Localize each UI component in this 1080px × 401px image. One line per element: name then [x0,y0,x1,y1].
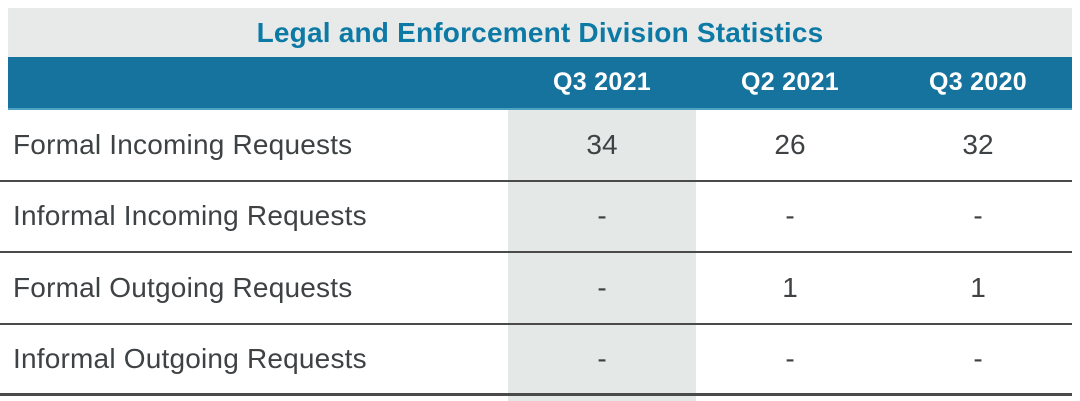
cell-q3-2020: - [973,342,983,374]
cell-q2-2021: - [785,342,795,374]
row-label: Informal Outgoing Requests [13,342,367,374]
cell-q3-2021: 34 [586,128,618,160]
column-header-q2-2021: Q2 2021 [740,68,839,96]
cell-q3-2020: - [973,200,983,232]
row-label: Formal Incoming Requests [13,128,353,160]
cell-q2-2021: 1 [782,271,798,303]
cell-q3-2020: 32 [962,128,994,160]
cell-q3-2021: - [597,342,607,374]
table-title-band: Legal and Enforcement Division Statistic… [8,8,1072,57]
table-title: Legal and Enforcement Division Statistic… [256,16,824,48]
table-row-formal-incoming: Formal Incoming Requests 34 26 32 [0,110,1072,182]
column-header-q3-2020: Q3 2020 [928,68,1027,96]
column-header-q3-2021: Q3 2021 [552,68,651,96]
cell-q3-2021: - [597,200,607,232]
highlighted-column-band [508,110,696,401]
cell-q2-2021: 26 [774,128,806,160]
cell-q2-2021: - [785,200,795,232]
cell-q3-2021: - [597,271,607,303]
cell-q3-2020: 1 [970,271,986,303]
table-row-formal-outgoing: Formal Outgoing Requests - 1 1 [0,253,1072,325]
table-header-row: Q3 2021 Q2 2021 Q3 2020 [8,57,1072,110]
table-body: Formal Incoming Requests 34 26 32 Inform… [0,110,1072,401]
row-label: Informal Incoming Requests [13,200,367,232]
table-row-informal-outgoing: Informal Outgoing Requests - - - [0,325,1072,396]
row-label: Formal Outgoing Requests [13,271,353,303]
table-row-informal-incoming: Informal Incoming Requests - - - [0,182,1072,253]
